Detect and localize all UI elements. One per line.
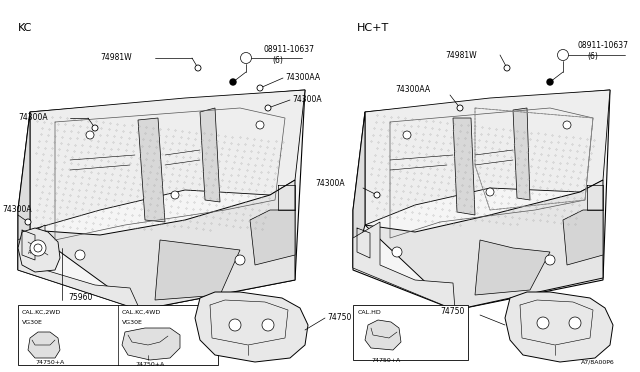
Text: 74981W: 74981W	[445, 51, 477, 60]
Polygon shape	[138, 118, 165, 222]
Text: CAL.KC,2WD: CAL.KC,2WD	[22, 310, 61, 314]
Circle shape	[30, 240, 46, 256]
Circle shape	[569, 317, 581, 329]
Circle shape	[75, 250, 85, 260]
Polygon shape	[18, 228, 60, 272]
Text: 74750+A: 74750+A	[35, 359, 64, 365]
Polygon shape	[28, 332, 60, 358]
Circle shape	[504, 65, 510, 71]
Circle shape	[235, 255, 245, 265]
Circle shape	[230, 79, 236, 85]
Circle shape	[403, 131, 411, 139]
Circle shape	[557, 49, 568, 61]
Polygon shape	[353, 112, 365, 268]
Polygon shape	[195, 292, 308, 362]
Text: N: N	[244, 55, 248, 61]
Text: 74750+A: 74750+A	[135, 362, 164, 366]
Circle shape	[195, 65, 201, 71]
Text: 74750: 74750	[440, 308, 465, 317]
Text: 74750: 74750	[327, 314, 351, 323]
Text: 75960: 75960	[68, 294, 92, 302]
Circle shape	[256, 121, 264, 129]
Polygon shape	[505, 292, 613, 362]
Text: 74981W: 74981W	[100, 54, 132, 62]
Text: VG30E: VG30E	[22, 320, 43, 324]
Text: (6): (6)	[272, 55, 283, 64]
Polygon shape	[30, 90, 305, 230]
Circle shape	[457, 105, 463, 111]
Circle shape	[265, 105, 271, 111]
Text: KC: KC	[18, 23, 33, 33]
Polygon shape	[365, 180, 603, 310]
Text: 08911-10637: 08911-10637	[264, 45, 315, 55]
Text: N: N	[561, 52, 565, 58]
Polygon shape	[365, 320, 401, 350]
Bar	[353, 305, 468, 360]
Polygon shape	[18, 112, 30, 270]
Circle shape	[545, 255, 555, 265]
Text: A7/8A00P6: A7/8A00P6	[581, 359, 615, 365]
Circle shape	[486, 188, 494, 196]
Polygon shape	[200, 108, 220, 202]
Circle shape	[86, 131, 94, 139]
Text: 08911-10637: 08911-10637	[577, 42, 628, 51]
Bar	[18, 305, 218, 365]
Circle shape	[241, 52, 252, 64]
Polygon shape	[122, 328, 180, 360]
Text: 74300AA: 74300AA	[285, 74, 320, 83]
Text: 74300A: 74300A	[315, 180, 344, 189]
Text: 74750+A: 74750+A	[371, 357, 400, 362]
Circle shape	[25, 219, 31, 225]
Polygon shape	[30, 180, 295, 310]
Text: HC+T: HC+T	[357, 23, 389, 33]
Circle shape	[257, 85, 263, 91]
Circle shape	[374, 192, 380, 198]
Polygon shape	[563, 210, 603, 265]
Text: 74300AA: 74300AA	[395, 86, 430, 94]
Circle shape	[537, 317, 549, 329]
Text: CAL.KC,4WD: CAL.KC,4WD	[122, 310, 161, 314]
Polygon shape	[513, 108, 530, 200]
Text: VG30E: VG30E	[122, 320, 143, 324]
Circle shape	[229, 319, 241, 331]
Text: (6): (6)	[587, 51, 598, 61]
Text: A: A	[28, 250, 32, 254]
Polygon shape	[250, 210, 295, 265]
Text: 74300A: 74300A	[292, 96, 322, 105]
Circle shape	[34, 244, 42, 252]
Circle shape	[547, 79, 553, 85]
Polygon shape	[365, 90, 610, 225]
Circle shape	[262, 319, 274, 331]
Polygon shape	[475, 240, 550, 295]
Circle shape	[92, 125, 98, 131]
Polygon shape	[18, 90, 305, 310]
Text: 74300A: 74300A	[2, 205, 31, 215]
Circle shape	[171, 191, 179, 199]
Polygon shape	[353, 90, 610, 310]
Circle shape	[563, 121, 571, 129]
Circle shape	[392, 247, 402, 257]
Polygon shape	[155, 240, 240, 300]
Polygon shape	[453, 118, 475, 215]
Polygon shape	[353, 222, 455, 310]
Text: 74300A: 74300A	[18, 113, 47, 122]
Text: CAL.HD: CAL.HD	[358, 311, 381, 315]
Polygon shape	[18, 225, 140, 310]
